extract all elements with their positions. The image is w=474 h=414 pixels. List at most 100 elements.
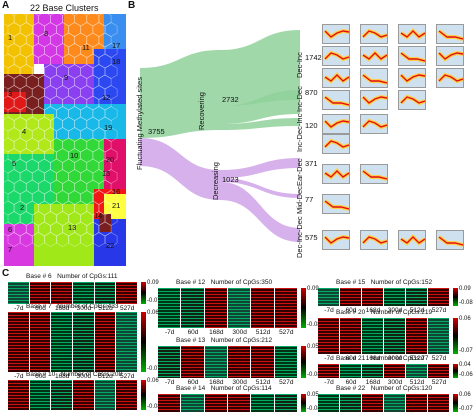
root-label: Fluctuating Methylated sites [135,77,144,170]
heatmap-column [94,282,117,304]
heatmap-cpg-count: Number of CpGs:212 [210,337,273,344]
heatmap-column [181,288,205,328]
color-scale-bar [453,394,458,412]
heatmap-base-label: Base # 13 [176,337,206,344]
timepoint-label: 60d [187,329,199,336]
color-scale-bar [453,318,458,354]
branch-decreasing-count: 1023 [222,175,239,184]
timepoint-label: 512d [98,373,113,380]
heatmap-column [29,312,52,372]
timepoint-label: 512d [98,305,113,312]
color-scale-bar [301,288,306,328]
heatmap-column [251,394,275,412]
cluster-label-20: 20 [106,155,115,164]
timepoint-label: 512d [409,379,425,386]
heatmap-title: Base # 15 Number of CpGs:152 [336,279,433,287]
heatmap-column [204,394,228,412]
timepoint-label: 512d [409,355,425,362]
heatmap [318,318,450,354]
timepoint-label: -7d [14,305,24,312]
heatmap-column [406,364,428,378]
panel-c-letter: C [2,268,10,279]
heatmap-column [384,394,406,412]
heatmap [8,312,139,372]
cluster-label-15: 15 [102,169,111,178]
timepoint-label: 168d [209,329,224,336]
cluster-label-13: 13 [68,223,77,232]
timepoint-label: 527d [279,329,294,336]
heatmap [318,364,450,378]
trend-thumbnail [360,230,388,250]
heatmap-column [158,346,182,378]
cluster-label-4: 4 [22,127,27,136]
heatmap-column [8,312,30,372]
heatmap-column [94,312,117,372]
timepoint-label: 60d [345,355,357,362]
scale-max-label: 0.09 [147,280,159,286]
heatmap-cpg-count: Number of CpGs:350 [210,279,273,286]
trend-thumbnail [436,46,464,66]
trend-thumbnail [322,46,350,66]
heatmap-base-label: Base # 14 [176,385,206,392]
timepoint-label: 60d [187,379,199,386]
timepoint-label: 168d [209,379,224,386]
heatmap-column [362,318,384,354]
timepoint-label: 527d [431,307,447,314]
heatmap-column [73,380,95,410]
timepoint-label: 527d [279,379,294,386]
leaf-dec-inc-dec-count: 575 [305,233,318,242]
heatmap-column [384,318,406,354]
timepoint-label: 168d [365,379,381,386]
cluster-label-12: 12 [102,93,111,102]
trend-thumbnail [398,68,426,88]
heatmap-column [251,288,275,328]
scale-min-label: -0.07 [459,406,473,412]
timepoint-label: 300d [76,305,92,312]
trend-thumbnail [360,68,388,88]
heatmap-column [406,288,428,306]
cluster-label-19: 19 [104,123,113,132]
timepoint-label: 60d [345,307,357,314]
trend-thumbnail [360,90,388,110]
heatmap-column [362,288,384,306]
trend-thumbnail [360,114,388,134]
heatmap-cpg-count: Number of CpGs:208 [60,371,123,378]
scale-max-label: 0.04 [459,362,471,368]
heatmap-column [8,380,30,410]
heatmap-cpg-count: Number of CpGs:120 [370,385,433,392]
trend-thumbnail [398,24,427,44]
heatmap-cpg-count: Number of CpGs:152 [370,279,433,286]
color-scale-bar [141,380,146,410]
heatmap-cpg-count: Number of CpGs:114 [210,385,272,392]
heatmap-column [116,312,139,372]
color-scale-bar [141,312,146,372]
cluster-label-8: 8 [44,29,49,38]
cluster-label-5: 5 [12,159,17,168]
cluster-label-11: 11 [82,43,90,52]
timepoint-axis: -7d 60d 168d 300d 512d 527d [158,329,298,336]
scale-min-label: -0.07 [147,366,161,372]
trend-thumbnail [322,134,350,154]
heatmap-column [274,346,298,378]
scale-min-label: -0.08 [307,406,321,412]
scale-max-label: 0.05 [307,392,319,398]
heatmap-column [116,282,139,304]
heatmap [318,394,450,412]
heatmap-column [318,394,340,412]
cluster-label-6: 6 [8,225,13,234]
cluster-label-10: 10 [70,151,79,160]
timepoint-axis: -7d 60d 168d 300d 512d 527d [8,373,138,380]
leaf-dec-inc-dec-label: Dec-Inc-Dec [295,216,304,258]
heatmap-column [340,394,362,412]
heatmap-column [158,394,182,412]
heatmap-base-label: Base # 6 [26,273,52,280]
heatmap-column [384,288,406,306]
heatmap-column [227,288,252,328]
heatmap-title: Base # 13 Number of CpGs:212 [176,337,273,345]
heatmap-column [428,394,450,412]
trend-thumbnail [398,230,427,250]
timepoint-axis: -7d 60d 168d 300d 512d 527d [158,379,298,386]
heatmap-title: Base # 7 Number of CpGs:433 [26,303,119,311]
scale-min-label: -0.08 [307,322,321,328]
heatmap-title: Base # 21 Number of CpGs:77 [336,355,429,363]
